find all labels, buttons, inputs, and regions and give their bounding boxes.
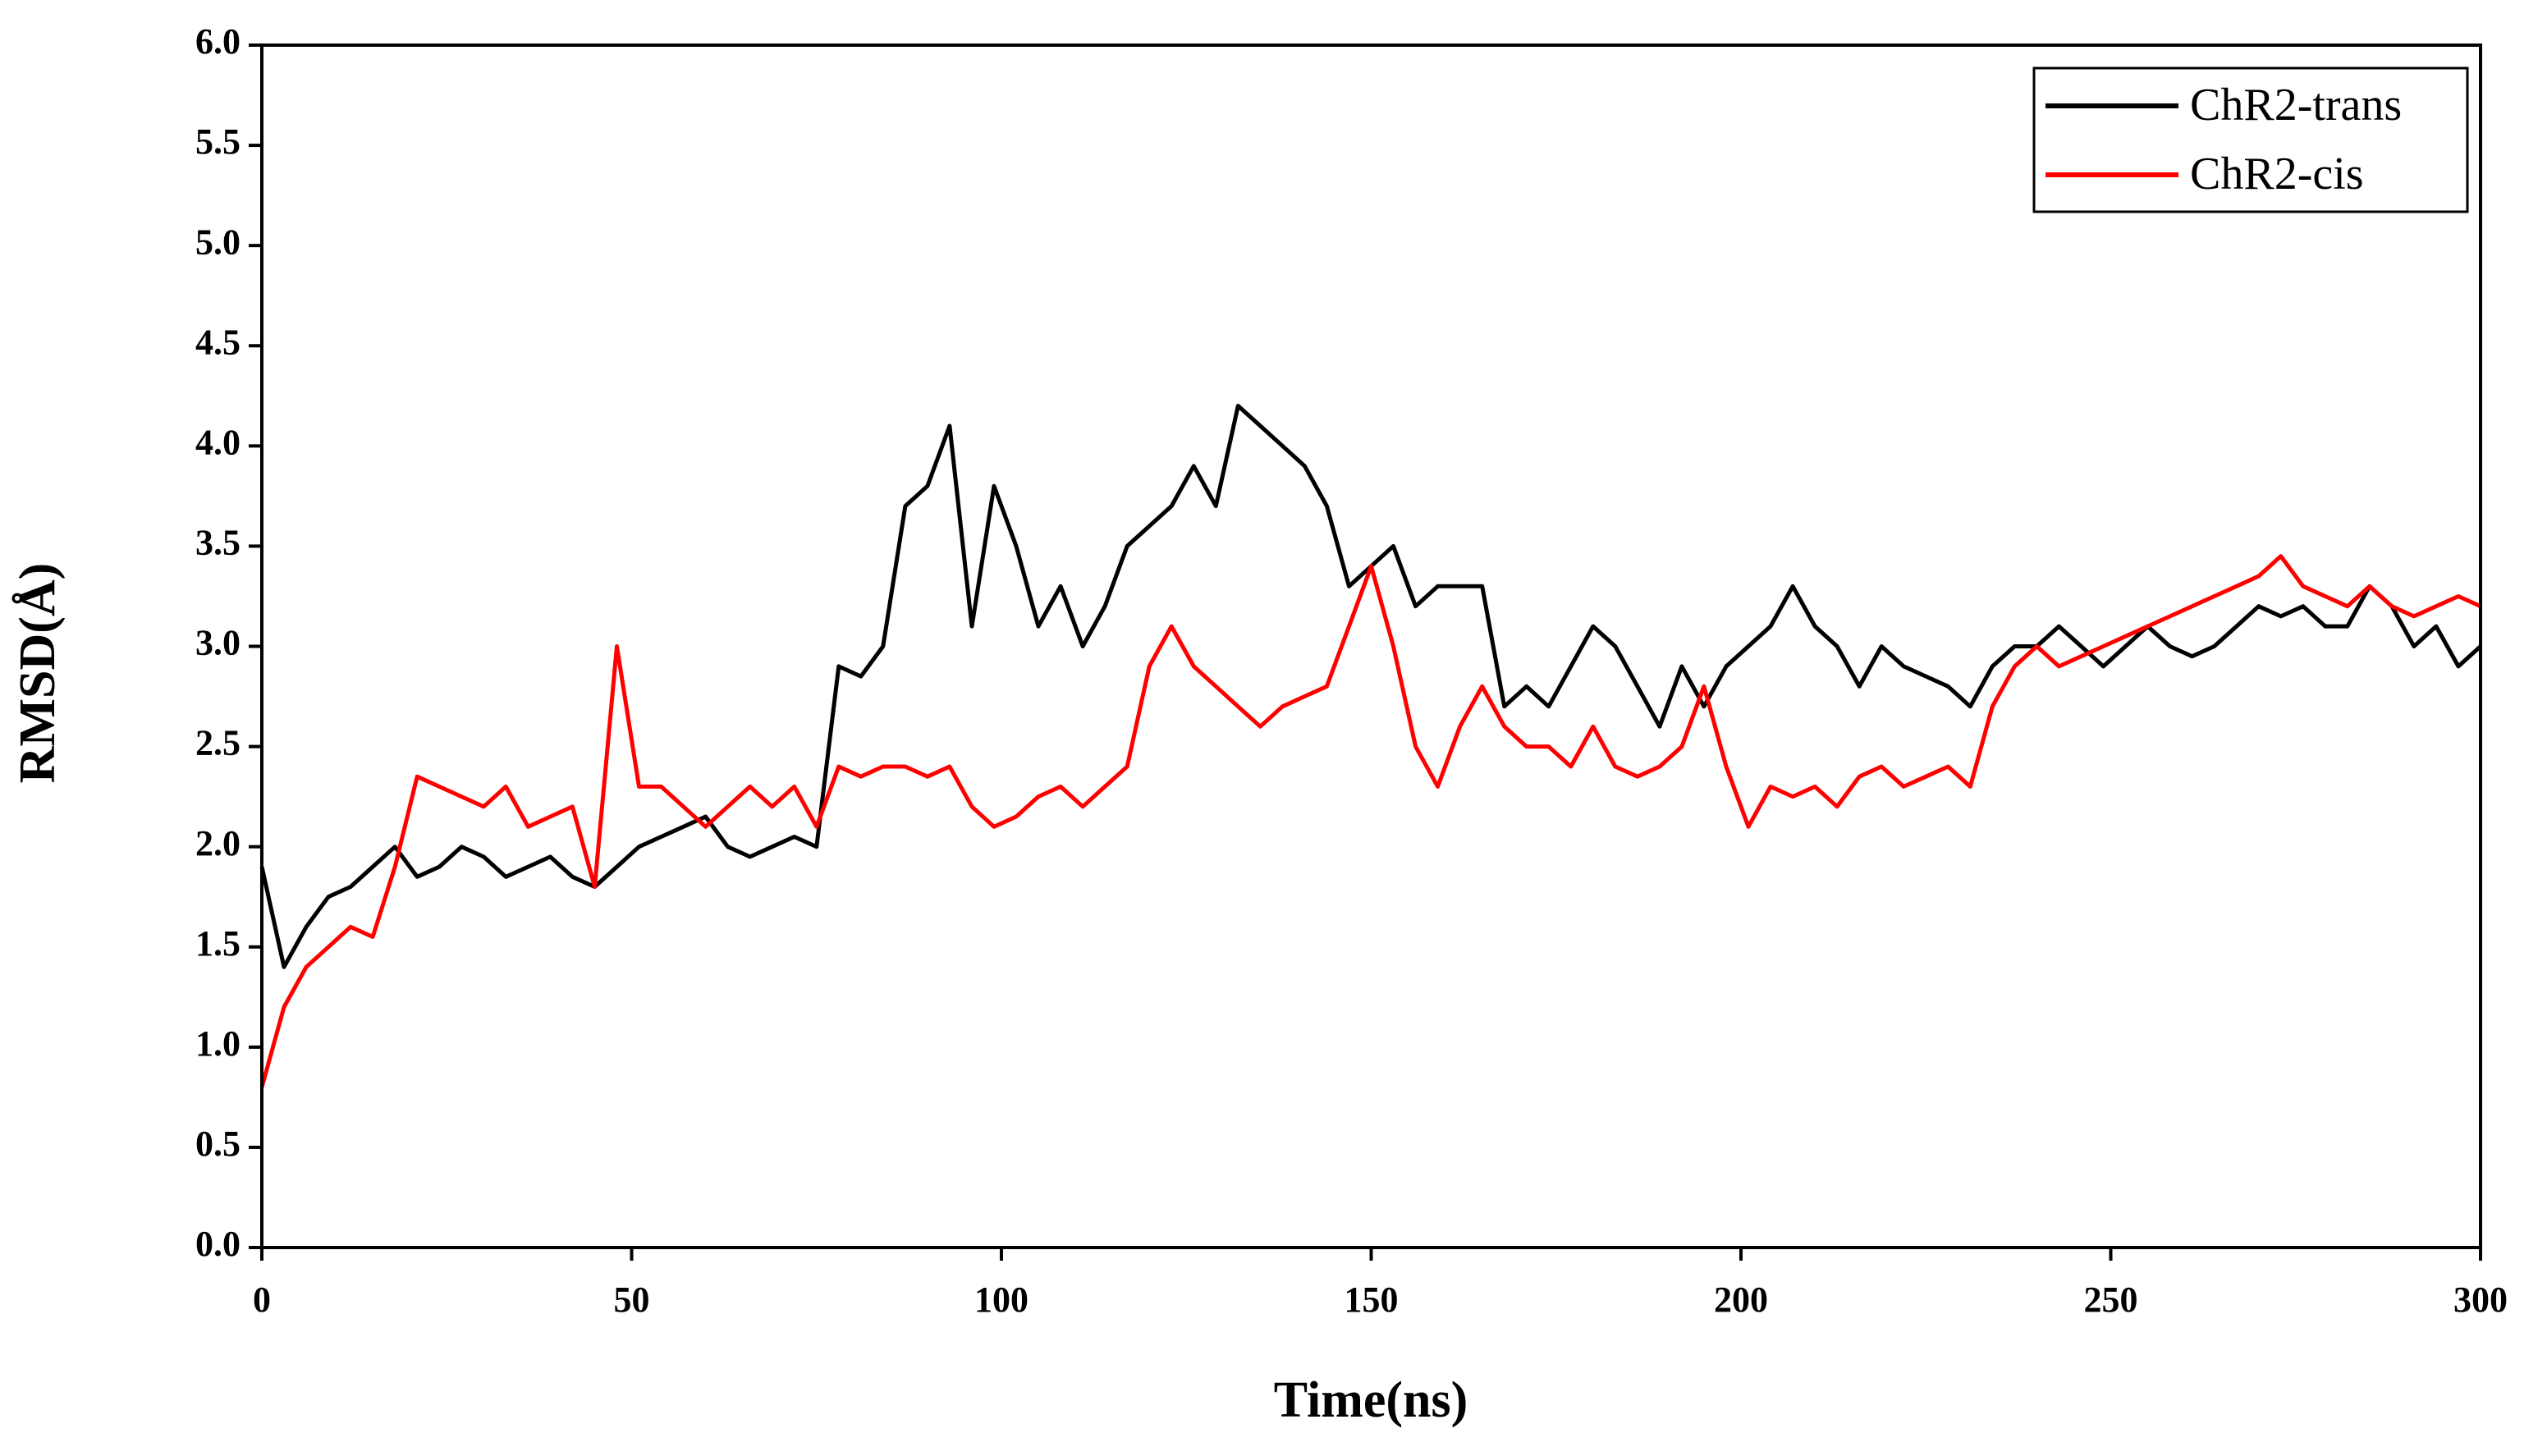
legend-label: ChR2-trans bbox=[2190, 80, 2402, 130]
y-tick-label: 6.0 bbox=[195, 21, 241, 62]
x-tick-label: 250 bbox=[2084, 1280, 2138, 1320]
x-tick-label: 200 bbox=[1714, 1280, 1768, 1320]
x-tick-label: 50 bbox=[614, 1280, 650, 1320]
y-tick-label: 1.5 bbox=[195, 923, 241, 964]
y-tick-label: 4.0 bbox=[195, 422, 241, 462]
x-tick-label: 300 bbox=[2453, 1280, 2508, 1320]
data-line bbox=[259, 554, 2482, 1088]
y-tick-label: 2.0 bbox=[195, 823, 241, 863]
y-tick-label: 5.0 bbox=[195, 222, 241, 262]
legend-label: ChR2-cis bbox=[2190, 149, 2364, 199]
x-tick-label: 0 bbox=[253, 1280, 271, 1320]
x-axis-title: Time(ns) bbox=[1274, 1372, 1468, 1428]
plot-frame bbox=[260, 43, 2482, 1249]
legend-box bbox=[2032, 66, 2469, 213]
y-tick-label: 3.5 bbox=[195, 523, 241, 563]
y-tick-label: 0.5 bbox=[195, 1124, 241, 1164]
x-tick-label: 150 bbox=[1345, 1280, 1399, 1320]
y-tick-label: 3.0 bbox=[195, 623, 241, 663]
y-tick-label: 5.5 bbox=[195, 121, 241, 162]
y-tick-label: 1.0 bbox=[195, 1023, 241, 1064]
y-tick-label: 4.5 bbox=[195, 322, 241, 362]
y-tick-label: 0.0 bbox=[195, 1224, 241, 1264]
x-tick-label: 100 bbox=[974, 1280, 1028, 1320]
y-tick-label: 2.5 bbox=[195, 723, 241, 763]
y-axis-title: RMSD(Å) bbox=[10, 563, 66, 784]
